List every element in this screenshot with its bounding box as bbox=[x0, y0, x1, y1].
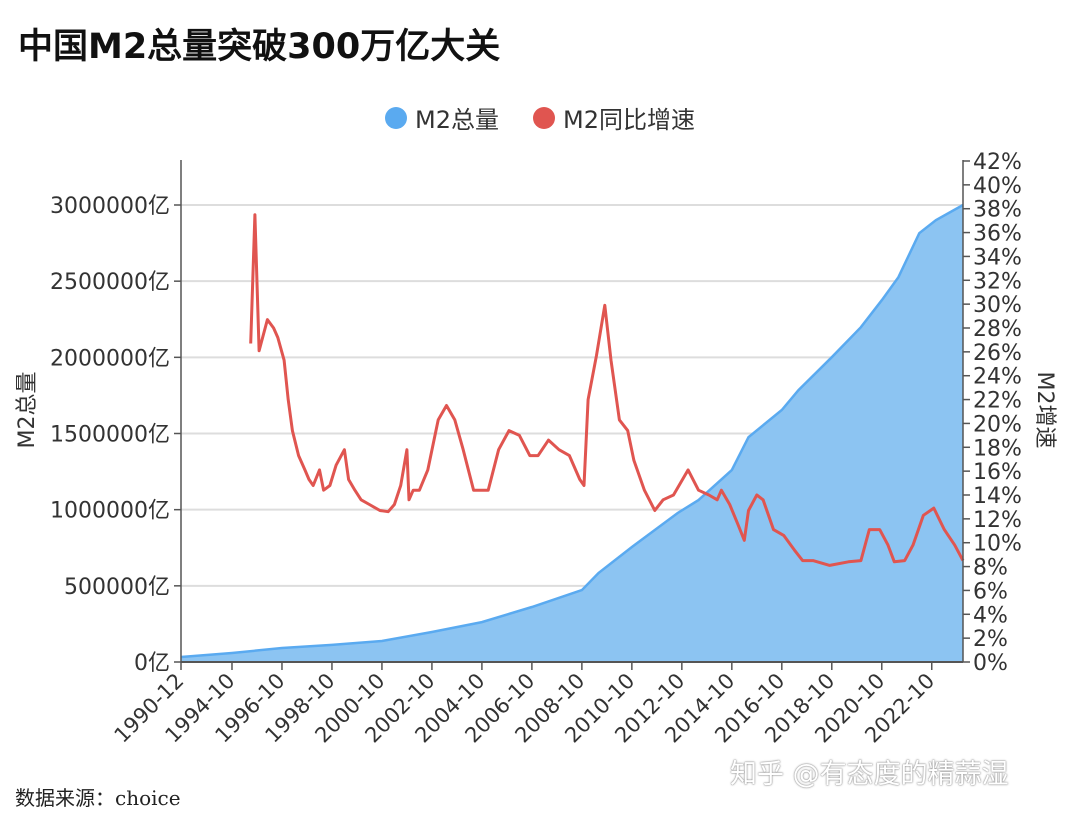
right-tick-label: 36% bbox=[973, 222, 1022, 247]
right-tick-label: 4% bbox=[973, 603, 1008, 628]
right-tick-label: 14% bbox=[973, 484, 1022, 509]
left-tick-label: 500000亿 bbox=[64, 575, 170, 600]
right-tick-label: 26% bbox=[973, 341, 1022, 366]
left-axis-title: M2总量 bbox=[15, 372, 40, 449]
right-tick-label: 6% bbox=[973, 579, 1008, 604]
m2-growth-line bbox=[249, 213, 965, 567]
right-tick-label: 20% bbox=[973, 412, 1022, 437]
legend: M2总量 M2同比增速 bbox=[0, 100, 1080, 135]
right-tick-label: 16% bbox=[973, 460, 1022, 485]
legend-label: M2总量 bbox=[415, 106, 499, 134]
m2-total-line bbox=[180, 203, 964, 659]
right-tick-label: 10% bbox=[973, 532, 1022, 557]
right-tick-label: 18% bbox=[973, 436, 1022, 461]
watermark: 知乎 @有态度的精蒜湿 bbox=[730, 759, 1009, 790]
right-tick-label: 2% bbox=[973, 627, 1008, 652]
legend-item-m2-total[interactable]: M2总量 bbox=[385, 100, 499, 135]
right-tick-label: 8% bbox=[973, 556, 1008, 581]
right-tick-label: 0% bbox=[973, 651, 1008, 676]
data-source: 数据来源：choice bbox=[15, 786, 181, 810]
m2-total-area bbox=[181, 205, 963, 662]
right-tick-label: 12% bbox=[973, 508, 1022, 533]
right-tick-label: 30% bbox=[973, 293, 1022, 318]
left-tick-label: 2500000亿 bbox=[50, 270, 170, 295]
chart-title: 中国M2总量突破300万亿大关 bbox=[18, 27, 501, 67]
right-tick-label: 42% bbox=[973, 150, 1022, 175]
right-tick-label: 32% bbox=[973, 269, 1022, 294]
right-tick-label: 28% bbox=[973, 317, 1022, 342]
left-tick-label: 0亿 bbox=[134, 651, 170, 676]
right-tick-label: 22% bbox=[973, 389, 1022, 414]
left-tick-label: 1500000亿 bbox=[50, 423, 170, 448]
right-axis-title: M2增速 bbox=[1032, 372, 1057, 449]
legend-marker-m2-total bbox=[385, 106, 408, 129]
left-tick-label: 3000000亿 bbox=[50, 194, 170, 219]
right-tick-label: 24% bbox=[973, 365, 1022, 390]
left-tick-label: 2000000亿 bbox=[50, 346, 170, 371]
legend-item-m2-growth[interactable]: M2同比增速 bbox=[533, 100, 695, 135]
legend-marker-m2-growth bbox=[533, 106, 555, 129]
right-tick-label: 34% bbox=[973, 245, 1022, 270]
left-tick-label: 1000000亿 bbox=[50, 499, 170, 524]
legend-label: M2同比增速 bbox=[563, 106, 695, 134]
right-tick-label: 38% bbox=[973, 198, 1022, 223]
right-tick-label: 40% bbox=[973, 174, 1022, 199]
